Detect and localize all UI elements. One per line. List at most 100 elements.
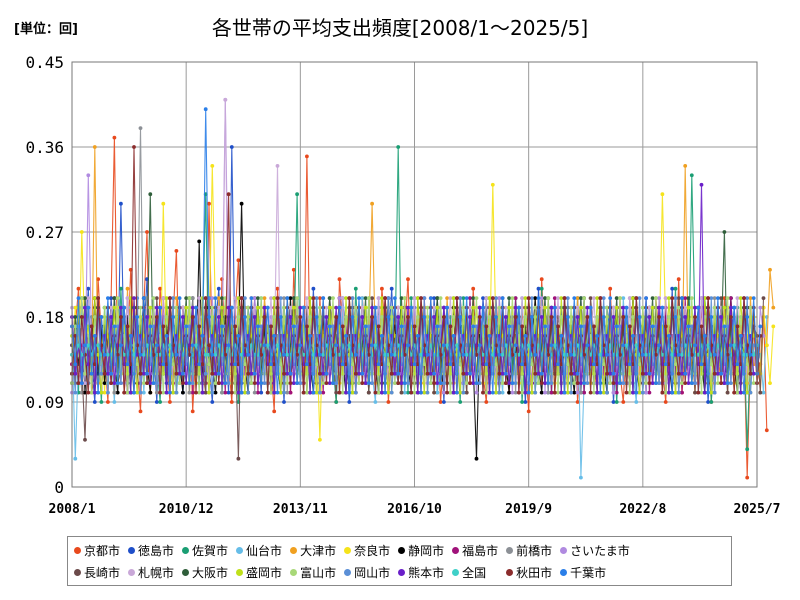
data-point <box>650 324 655 329</box>
data-point <box>135 390 140 395</box>
data-point <box>256 381 260 385</box>
data-point <box>380 315 384 319</box>
data-point <box>252 296 257 300</box>
data-point <box>477 315 482 319</box>
data-point <box>380 362 384 367</box>
data-point <box>689 324 694 329</box>
data-point <box>249 343 254 348</box>
data-point <box>213 381 218 385</box>
data-point <box>409 352 414 357</box>
data-point <box>712 305 717 310</box>
data-point <box>278 315 283 319</box>
data-point <box>458 296 463 300</box>
data-point <box>523 315 528 319</box>
legend-item: 熊本市 <box>398 561 452 583</box>
data-point <box>386 400 391 404</box>
data-point <box>415 390 420 395</box>
data-point <box>575 315 580 319</box>
data-point <box>256 296 260 300</box>
data-point <box>451 334 456 338</box>
data-point <box>288 305 293 310</box>
data-point <box>712 296 717 300</box>
data-point <box>722 305 727 310</box>
data-point <box>771 324 776 329</box>
data-point <box>569 352 573 357</box>
legend-marker <box>182 546 190 554</box>
data-point <box>533 296 538 300</box>
data-point <box>236 334 241 338</box>
data-point <box>216 381 221 385</box>
data-point <box>487 296 492 300</box>
data-point <box>680 343 684 348</box>
data-point <box>670 390 675 395</box>
data-point <box>709 315 714 319</box>
data-point <box>562 390 567 395</box>
data-point <box>468 305 472 310</box>
data-point <box>207 343 211 348</box>
data-point <box>729 315 733 319</box>
data-point <box>295 352 299 357</box>
data-point <box>464 381 469 385</box>
data-point <box>764 428 769 433</box>
data-point <box>115 381 120 385</box>
data-point <box>154 343 159 348</box>
data-point <box>99 371 104 376</box>
data-point <box>213 296 218 300</box>
data-point <box>393 352 397 357</box>
data-point <box>702 390 707 395</box>
data-point <box>249 371 254 376</box>
data-point <box>370 381 374 385</box>
y-tick-label: 0 <box>54 478 64 497</box>
data-point <box>334 305 339 310</box>
data-point <box>314 296 319 300</box>
data-point <box>742 390 746 395</box>
data-point <box>337 296 342 300</box>
data-point <box>89 390 94 395</box>
data-point <box>393 296 397 300</box>
data-point <box>523 390 528 395</box>
data-point <box>644 390 648 395</box>
data-point <box>422 296 427 300</box>
data-point <box>490 352 495 357</box>
data-point <box>751 352 756 357</box>
legend-item: 秋田市 <box>506 561 560 583</box>
data-point <box>344 296 348 300</box>
data-point <box>660 305 665 310</box>
data-point <box>552 296 557 300</box>
data-point <box>579 390 583 395</box>
data-point <box>269 390 273 395</box>
data-point <box>115 390 120 395</box>
data-point <box>399 305 404 310</box>
data-point <box>246 390 251 395</box>
legend-item: 札幌市 <box>128 561 182 583</box>
data-point <box>119 381 123 385</box>
data-point <box>631 362 635 367</box>
data-point <box>112 296 117 300</box>
data-point <box>523 334 528 338</box>
data-point <box>102 305 107 310</box>
data-point <box>275 286 280 291</box>
data-point <box>200 362 205 367</box>
data-point <box>99 390 104 395</box>
data-point <box>73 456 78 461</box>
data-point <box>226 390 231 395</box>
data-point <box>507 390 511 395</box>
data-point <box>402 390 407 395</box>
data-point <box>112 381 117 385</box>
data-point <box>252 390 257 395</box>
data-point <box>549 305 554 310</box>
data-point <box>151 352 156 357</box>
data-point <box>415 362 420 367</box>
data-point <box>128 315 133 319</box>
data-point <box>601 315 606 319</box>
data-point <box>712 371 717 376</box>
data-point <box>650 305 655 310</box>
data-point <box>758 334 763 338</box>
data-point <box>722 324 727 329</box>
data-point <box>595 390 600 395</box>
data-point <box>712 352 717 357</box>
data-point <box>334 381 339 385</box>
data-point <box>585 381 590 385</box>
data-point <box>203 371 208 376</box>
data-point <box>141 352 146 357</box>
